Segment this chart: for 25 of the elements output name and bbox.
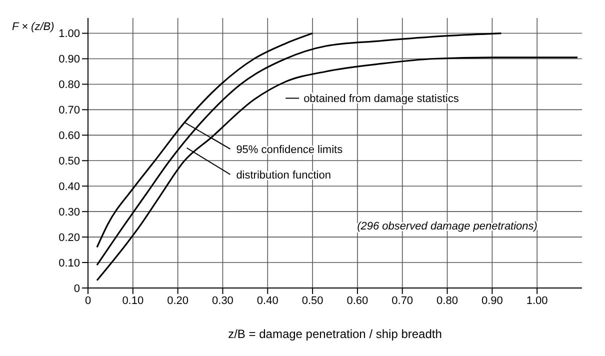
x-tick-label: 0.90 [481, 294, 503, 307]
x-tick-label: 1.00 [526, 294, 548, 307]
y-tick-label: 0.60 [58, 130, 80, 142]
x-tick-label: 0.70 [392, 294, 414, 307]
x-tick-label: 0.60 [346, 294, 368, 307]
x-tick-label: 0.50 [302, 294, 324, 307]
y-tick-label: 0.70 [58, 104, 80, 117]
y-tick-label: 0.10 [58, 257, 80, 270]
y-tick-label: 1.00 [58, 28, 80, 40]
y-tick-label: 0.50 [58, 156, 80, 168]
x-tick-label: 0.10 [122, 294, 144, 307]
line-series [96, 56, 578, 282]
y-tick-label: 0.40 [58, 181, 80, 194]
y-tick-label: 0.90 [58, 54, 80, 66]
x-tick-label: 0 [84, 294, 92, 307]
x-axis-title: z/B = damage penetration / ship breadth [228, 327, 442, 341]
y-tick-label: 0.30 [58, 206, 80, 218]
y-tick-label: 0.80 [58, 79, 80, 92]
y-tick-label: 0 [74, 282, 80, 295]
y-axis-title: F × (z/B) [12, 21, 55, 33]
y-tick-label: 0.20 [58, 232, 80, 244]
x-tick-label: 0.30 [212, 294, 234, 307]
x-tick-label: 0.80 [436, 294, 458, 307]
x-tick-label: 0.40 [256, 294, 278, 307]
x-tick-label: 0.20 [167, 294, 189, 307]
